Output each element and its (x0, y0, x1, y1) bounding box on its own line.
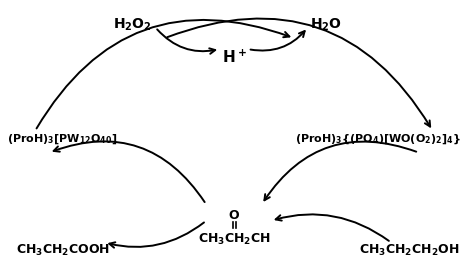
FancyArrowPatch shape (54, 142, 205, 202)
FancyArrowPatch shape (167, 19, 430, 126)
Text: $\mathbf{(ProH)_3[PW_{12}O_{40}]}$: $\mathbf{(ProH)_3[PW_{12}O_{40}]}$ (8, 132, 118, 146)
Text: $\mathbf{CH_3CH_2CH_2OH}$: $\mathbf{CH_3CH_2CH_2OH}$ (359, 243, 460, 258)
FancyArrowPatch shape (251, 31, 305, 51)
Text: $\mathbf{CH_3CH_2CH}$: $\mathbf{CH_3CH_2CH}$ (198, 232, 270, 247)
FancyArrowPatch shape (157, 29, 215, 54)
FancyArrowPatch shape (109, 222, 204, 248)
Text: $\mathbf{H_2O_2}$: $\mathbf{H_2O_2}$ (113, 16, 152, 33)
Text: $\mathbf{H_2O}$: $\mathbf{H_2O}$ (310, 16, 342, 33)
FancyArrowPatch shape (36, 20, 289, 128)
Text: $\mathbf{CH_3CH_2COOH}$: $\mathbf{CH_3CH_2COOH}$ (16, 243, 110, 258)
Text: $\mathbf{O}$: $\mathbf{O}$ (228, 209, 240, 222)
Text: $\mathbf{H^+}$: $\mathbf{H^+}$ (221, 49, 246, 66)
FancyArrowPatch shape (276, 214, 389, 241)
FancyArrowPatch shape (264, 142, 416, 200)
Text: $\mathbf{(ProH)_3\{(PO_4)[WO(O_2)_2]_4\}}$: $\mathbf{(ProH)_3\{(PO_4)[WO(O_2)_2]_4\}… (295, 132, 460, 146)
